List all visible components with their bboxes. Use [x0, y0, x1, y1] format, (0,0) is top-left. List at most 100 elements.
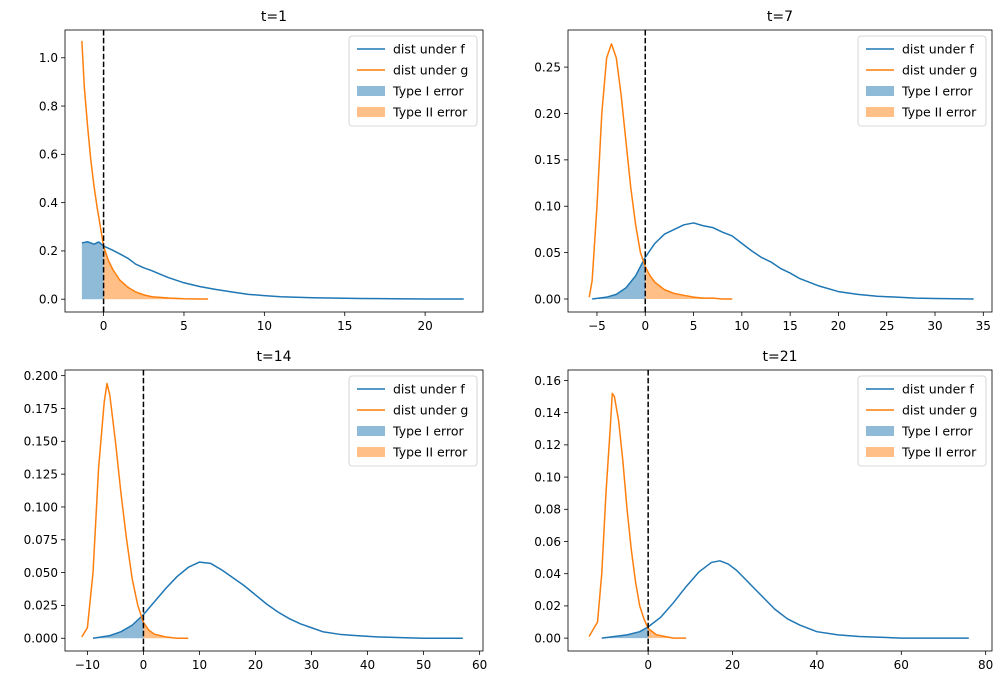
legend-type-i-label: Type I error — [901, 424, 973, 439]
y-tick-label: 0.00 — [534, 631, 561, 645]
x-tick-label: 40 — [360, 658, 375, 672]
y-tick-label: 0.200 — [24, 369, 58, 383]
x-tick-label: 60 — [472, 658, 487, 672]
y-tick-label: 0.04 — [534, 567, 561, 581]
y-tick-label: 0.06 — [534, 535, 561, 549]
x-tick-label: 60 — [894, 658, 909, 672]
y-tick-label: 0.25 — [534, 60, 561, 74]
legend-type-i-label: Type I error — [392, 84, 464, 99]
x-tick-label: 30 — [927, 319, 942, 333]
dist-g-line — [81, 382, 189, 640]
x-tick-label: 20 — [831, 319, 846, 333]
x-tick-label: 10 — [257, 319, 272, 333]
axes-frame — [64, 369, 484, 652]
legend-type-i-swatch — [357, 426, 385, 436]
x-tick-label: 40 — [809, 658, 824, 672]
legend-dist-g-label: dist under g — [902, 403, 977, 418]
legend-type-ii-swatch — [866, 447, 894, 457]
axes-frame — [567, 29, 993, 313]
legend-type-ii-label: Type II error — [392, 105, 468, 120]
type-i-error-fill — [601, 626, 649, 639]
type-ii-error-fill — [645, 266, 733, 300]
legend-box — [348, 35, 478, 127]
legend-box — [857, 375, 987, 467]
y-tick-label: 0.000 — [24, 632, 58, 646]
x-tick-label: −10 — [75, 658, 100, 672]
dist-g-line — [81, 40, 209, 300]
dist-f-line — [92, 561, 463, 640]
y-tick-label: 0.075 — [24, 533, 58, 547]
legend-type-i-swatch — [357, 86, 385, 96]
dist-g-line — [588, 392, 687, 639]
legend: dist under f dist under g Type I error Type… — [348, 375, 478, 467]
x-tick-label: 5 — [180, 319, 188, 333]
type-i-error-fill — [81, 241, 104, 300]
panel-1: 0 5 10 15 20 0.0 0.2 0.4 0.6 0.8 1.0 t=1 dist under … — [39, 9, 484, 333]
x-tick-label: 0 — [100, 319, 108, 333]
x-tick-label: 0 — [140, 658, 148, 672]
y-tick-label: 0.15 — [534, 153, 561, 167]
legend-type-ii-label: Type II error — [901, 445, 977, 460]
panel-title: t=7 — [767, 9, 793, 25]
x-tick-label: 0 — [641, 319, 649, 333]
x-tick-label: 15 — [783, 319, 798, 333]
x-tick-label: 20 — [725, 658, 740, 672]
legend-type-ii-label: Type II error — [392, 445, 468, 460]
legend-type-ii-label: Type II error — [901, 105, 977, 120]
x-tick-label: −5 — [588, 319, 606, 333]
legend-box — [348, 375, 478, 467]
y-tick-label: 0.10 — [534, 470, 561, 484]
plot-area — [588, 30, 974, 312]
x-tick-label: 80 — [978, 658, 993, 672]
y-tick-label: 0.2 — [39, 244, 58, 258]
y-tick-label: 0.16 — [534, 374, 561, 388]
axes-frame — [64, 29, 484, 313]
panel-title: t=1 — [261, 9, 287, 25]
plot-area — [81, 370, 463, 651]
x-tick-label: 30 — [304, 658, 319, 672]
axes-frame — [567, 369, 993, 652]
legend: dist under f dist under g Type I error Type… — [857, 35, 987, 127]
x-tick-label: 10 — [734, 319, 749, 333]
x-tick-label: 10 — [192, 658, 207, 672]
y-tick-label: 0.100 — [24, 500, 58, 514]
y-tick-label: 0.6 — [39, 148, 58, 162]
y-tick-label: 0.125 — [24, 467, 58, 481]
legend-type-i-swatch — [866, 426, 894, 436]
y-tick-label: 1.0 — [39, 51, 58, 65]
dist-f-line — [601, 560, 969, 639]
panel-4: 0 20 40 60 80 0.00 0.02 0.04 0.06 0.08 0.10 0.12 0.1… — [534, 349, 993, 672]
y-tick-label: 0.175 — [24, 402, 58, 416]
legend-dist-f-label: dist under f — [902, 42, 974, 57]
dist-g-line — [588, 43, 733, 300]
x-tick-label: 0 — [644, 658, 652, 672]
y-tick-label: 0.025 — [24, 599, 58, 613]
legend-dist-g-label: dist under g — [393, 63, 468, 78]
y-tick-label: 0.00 — [534, 292, 561, 306]
y-tick-label: 0.050 — [24, 566, 58, 580]
legend: dist under f dist under g Type I error Type… — [857, 375, 987, 467]
y-tick-label: 0.10 — [534, 200, 561, 214]
legend-dist-g-label: dist under g — [393, 403, 468, 418]
y-tick-label: 0.14 — [534, 406, 561, 420]
legend-type-ii-swatch — [357, 107, 385, 117]
dist-f-line — [592, 222, 974, 300]
y-tick-label: 0.0 — [39, 293, 58, 307]
legend-dist-g-label: dist under g — [902, 63, 977, 78]
legend: dist under f dist under g Type I error Type… — [348, 35, 478, 127]
legend-type-ii-swatch — [866, 107, 894, 117]
type-i-error-fill — [93, 614, 144, 639]
y-tick-label: 0.4 — [39, 196, 58, 210]
x-tick-label: 25 — [879, 319, 894, 333]
legend-dist-f-label: dist under f — [902, 382, 974, 397]
type-i-error-fill — [592, 257, 646, 300]
legend-dist-f-label: dist under f — [393, 382, 465, 397]
x-tick-label: 20 — [248, 658, 263, 672]
y-tick-label: 0.08 — [534, 503, 561, 517]
y-tick-label: 0.05 — [534, 246, 561, 260]
x-tick-label: 5 — [690, 319, 698, 333]
y-tick-label: 0.20 — [534, 107, 561, 121]
type-ii-error-fill — [103, 246, 209, 300]
legend-dist-f-label: dist under f — [393, 42, 465, 57]
